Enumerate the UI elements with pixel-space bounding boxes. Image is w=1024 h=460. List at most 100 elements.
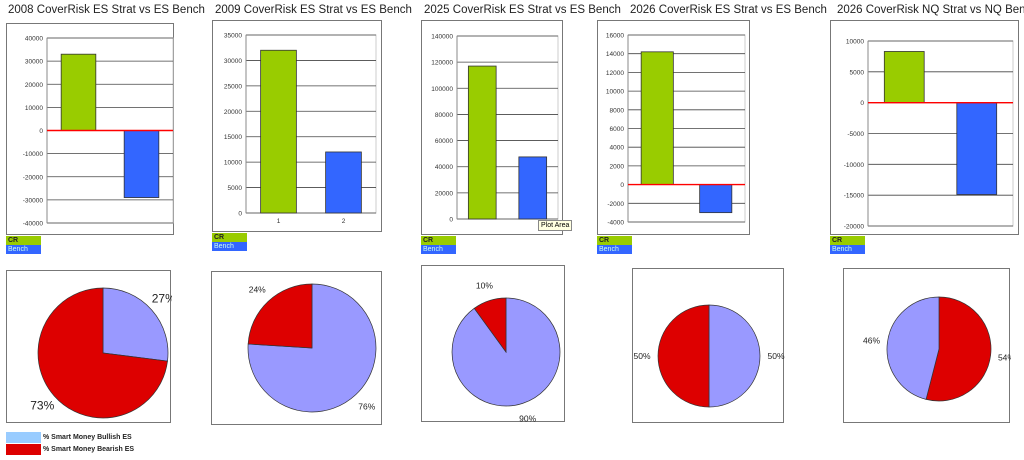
y-tick-label: 8000 (610, 107, 625, 114)
y-tick-label: 12000 (606, 70, 624, 77)
pie-chart-svg: 54% 46% (863, 296, 1011, 402)
slice-label: 24% (249, 285, 266, 295)
bar-cr[interactable] (883, 51, 925, 104)
y-tick-label: 5000 (850, 69, 865, 76)
y-tick-label: -15000 (844, 193, 865, 200)
x-tick-label: 1 (277, 218, 281, 225)
bar-cr[interactable] (260, 49, 297, 214)
y-tick-label: 40000 (435, 164, 453, 171)
bar-chart-svg: 10000 5000 0 -5000 -10000 -15000 -20000 (844, 39, 1014, 231)
y-tick-label: -40000 (23, 221, 44, 228)
y-tick-label: -4000 (607, 220, 624, 227)
bar-chart: 10000 5000 0 -5000 -10000 -15000 -20000 (830, 20, 1019, 235)
y-tick-label: 10000 (846, 39, 864, 46)
y-tick-label: 100000 (431, 86, 453, 93)
legend-bench: Bench (212, 242, 247, 251)
y-tick-label: 140000 (431, 34, 453, 41)
pie-chart: 54% 46% (843, 268, 1011, 423)
y-tick-label: 0 (620, 182, 624, 189)
chart-title: 2025 CoverRisk ES Strat vs ES Bench (424, 4, 621, 16)
slice-bearish[interactable] (473, 297, 507, 354)
y-tick-label: 2000 (610, 163, 625, 170)
chart-title: 2009 CoverRisk ES Strat vs ES Bench (215, 4, 412, 16)
slice-bearish[interactable] (37, 287, 168, 419)
pie-legend-bearish-label: % Smart Money Bearish ES (43, 446, 135, 453)
y-tick-label: 60000 (435, 138, 453, 145)
pie-chart-svg: 76% 24% (247, 283, 377, 413)
pie-chart: 50% 50% (632, 268, 785, 423)
slice-bearish[interactable] (247, 283, 313, 349)
bar-bench[interactable] (325, 151, 362, 214)
y-tick-label: 14000 (606, 51, 624, 58)
bar-bench[interactable] (956, 102, 998, 195)
y-tick-label: -10000 (844, 162, 865, 169)
slice-label: 46% (863, 335, 880, 345)
legend-bench: Bench (597, 245, 632, 254)
bar-chart-svg: 16000 14000 12000 10000 8000 6000 4000 2000 0 -20… (606, 33, 746, 227)
slice-bearish[interactable] (925, 296, 992, 402)
x-tick-label: 2 (342, 218, 346, 225)
pie-chart-svg: 50% 50% (633, 304, 785, 408)
y-tick-label: 10000 (224, 160, 242, 167)
y-tick-label: 0 (238, 211, 242, 218)
chart-title: 2008 CoverRisk ES Strat vs ES Bench (8, 4, 205, 16)
y-tick-label: 6000 (610, 126, 625, 133)
slice-label: 27% (152, 291, 172, 305)
y-tick-label: 120000 (431, 60, 453, 67)
legend-cr: CR (421, 236, 456, 245)
legend-cr: CR (597, 236, 632, 245)
legend-bench: Bench (830, 245, 865, 254)
bar-cr[interactable] (640, 51, 674, 186)
legend-bench: Bench (6, 245, 41, 254)
y-tick-label: 25000 (224, 83, 242, 90)
y-tick-label: 10000 (606, 89, 624, 96)
y-tick-label: 16000 (606, 33, 624, 40)
bar-chart: 16000 14000 12000 10000 8000 6000 4000 2000 0 -20… (597, 20, 750, 235)
y-tick-label: -20000 (23, 174, 44, 181)
legend-cr: CR (6, 236, 41, 245)
y-tick-label: -5000 (847, 131, 864, 138)
bar-cr[interactable] (60, 53, 97, 131)
y-tick-label: 10000 (25, 105, 43, 112)
y-tick-label: 0 (449, 217, 453, 224)
y-tick-label: -30000 (23, 197, 44, 204)
y-tick-label: -20000 (844, 224, 865, 231)
pie-legend-bullish-label: % Smart Money Bullish ES (43, 434, 132, 441)
chart-title: 2026 CoverRisk NQ Strat vs NQ Bench (837, 4, 1024, 16)
slice-label: 76% (358, 401, 375, 411)
pie-chart: 27% 73% (6, 270, 172, 423)
slice-label: 90% (519, 414, 536, 423)
pie-legend-bullish: % Smart Money Bullish ES (6, 432, 132, 443)
y-tick-label: -2000 (607, 201, 624, 208)
slice-bearish[interactable] (657, 304, 710, 408)
bar-cr[interactable] (467, 65, 497, 220)
pie-chart-svg: 90% 10% (451, 280, 561, 423)
plot-area-tooltip: Plot Area (538, 220, 573, 231)
pie-legend-bearish: % Smart Money Bearish ES (6, 444, 134, 455)
legend-bench: Bench (421, 245, 456, 254)
pie-chart: 76% 24% (211, 271, 382, 425)
slice-label: 73% (30, 399, 54, 413)
bar-chart-svg: 40000 30000 20000 10000 0 -10000 -20000 -30000 -… (23, 36, 174, 228)
bar-bench[interactable] (123, 130, 160, 198)
slice-bullish[interactable] (886, 296, 940, 400)
y-tick-label: 15000 (224, 134, 242, 141)
y-tick-label: -10000 (23, 151, 44, 158)
y-tick-label: 5000 (228, 185, 243, 192)
y-tick-label: 0 (860, 100, 864, 107)
slice-label: 50% (767, 351, 784, 361)
bar-bench[interactable] (699, 184, 733, 214)
bar-chart-svg: 35000 30000 25000 20000 15000 10000 5000 0 1 2 (224, 33, 377, 225)
y-tick-label: 30000 (25, 59, 43, 66)
slice-bullish[interactable] (102, 287, 169, 362)
y-tick-label: 20000 (224, 109, 242, 116)
slice-bullish[interactable] (708, 304, 761, 408)
bar-chart: 35000 30000 25000 20000 15000 10000 5000 0 1 2 (212, 20, 382, 232)
bar-chart-svg: 140000 120000 100000 80000 60000 40000 20000 0 (431, 34, 559, 224)
chart-title: 2026 CoverRisk ES Strat vs ES Bench (630, 4, 827, 16)
legend-cr: CR (830, 236, 865, 245)
slice-label: 10% (476, 280, 493, 290)
pie-chart-svg: 27% 73% (30, 287, 172, 419)
y-tick-label: 20000 (435, 190, 453, 197)
bar-bench[interactable] (518, 156, 548, 220)
